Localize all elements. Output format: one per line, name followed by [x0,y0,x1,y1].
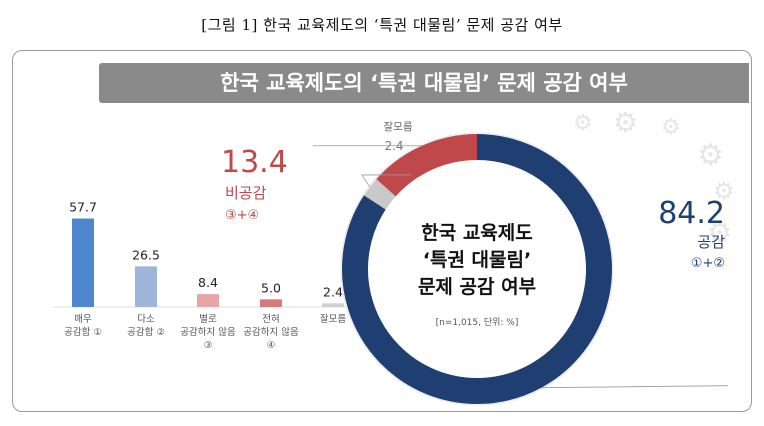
bar-value-label: 5.0 [261,280,281,295]
bar [72,218,94,307]
bar [260,299,282,307]
slice-name-label: 공감 [697,233,725,251]
bar [322,303,344,307]
category-tick-label: 잘모름 [320,313,346,325]
category-tick-label: ④ [267,340,276,351]
gear-icon: ⚙ [707,216,733,249]
donut-slice [342,134,612,404]
category-tick-label: 공감함 ① [64,326,102,338]
donut-center-title: 문제 공감 여부 [418,276,536,298]
category-tick-label: 공감하지 않음 [243,326,299,338]
category-tick-label: 공감함 ② [127,326,165,338]
slice-value-label: 84.2 [658,196,725,231]
gear-icon: ⚙ [713,177,735,205]
gear-icon: ⚙ [697,138,724,173]
category-tick-label: 매우 [74,314,92,325]
category-tick-label: 공감하지 않음 [180,326,236,338]
slice-detail-label: ①+② [691,256,725,271]
title-banner: 한국 교육제도의 ‘특권 대물림’ 문제 공감 여부 [99,63,749,103]
sample-size-note: [n=1,015, 단위: %] [436,317,519,328]
bar-value-label: 57.7 [69,200,97,215]
category-tick-label: 별로 [199,314,217,325]
donut-slice [363,179,396,210]
donut-slice [376,134,478,197]
gear-icon: ⚙ [573,111,593,136]
slice-name-label: 잘모름 [384,121,413,133]
category-tick-label: 다소 [137,314,155,325]
gear-icon: ⚙ [613,106,639,139]
slice-value-label: 13.4 [221,145,288,180]
bar-value-label: 2.4 [323,284,343,299]
chart-title: 한국 교육제도의 ‘특권 대물림’ 문제 공감 여부 [220,71,628,95]
bar [197,294,219,307]
slice-detail-label: ③+④ [225,208,259,223]
leader-line [361,174,411,188]
donut-center-title: 한국 교육제도 [421,222,533,244]
gear-icon: ⚙ [661,115,681,140]
donut-center-title: ‘특권 대물림’ [423,249,531,271]
chart-frame: ⚙ ⚙ ⚙ ⚙ ⚙ ⚙ 한국 교육제도의 ‘특권 대물림’ 문제 공감 여부 5… [12,50,752,412]
figure-caption: [그림 1] 한국 교육제도의 ‘특권 대물림’ 문제 공감 여부 [201,16,563,34]
category-tick-label: 전혀 [262,314,279,325]
bar-value-label: 8.4 [198,275,218,290]
slice-name-label: 비공감 [225,184,267,202]
donut-outer-ring [340,132,614,406]
category-tick-label: ③ [204,340,213,351]
leader-line [541,385,729,389]
bar [135,266,157,307]
bar-value-label: 26.5 [132,247,160,262]
